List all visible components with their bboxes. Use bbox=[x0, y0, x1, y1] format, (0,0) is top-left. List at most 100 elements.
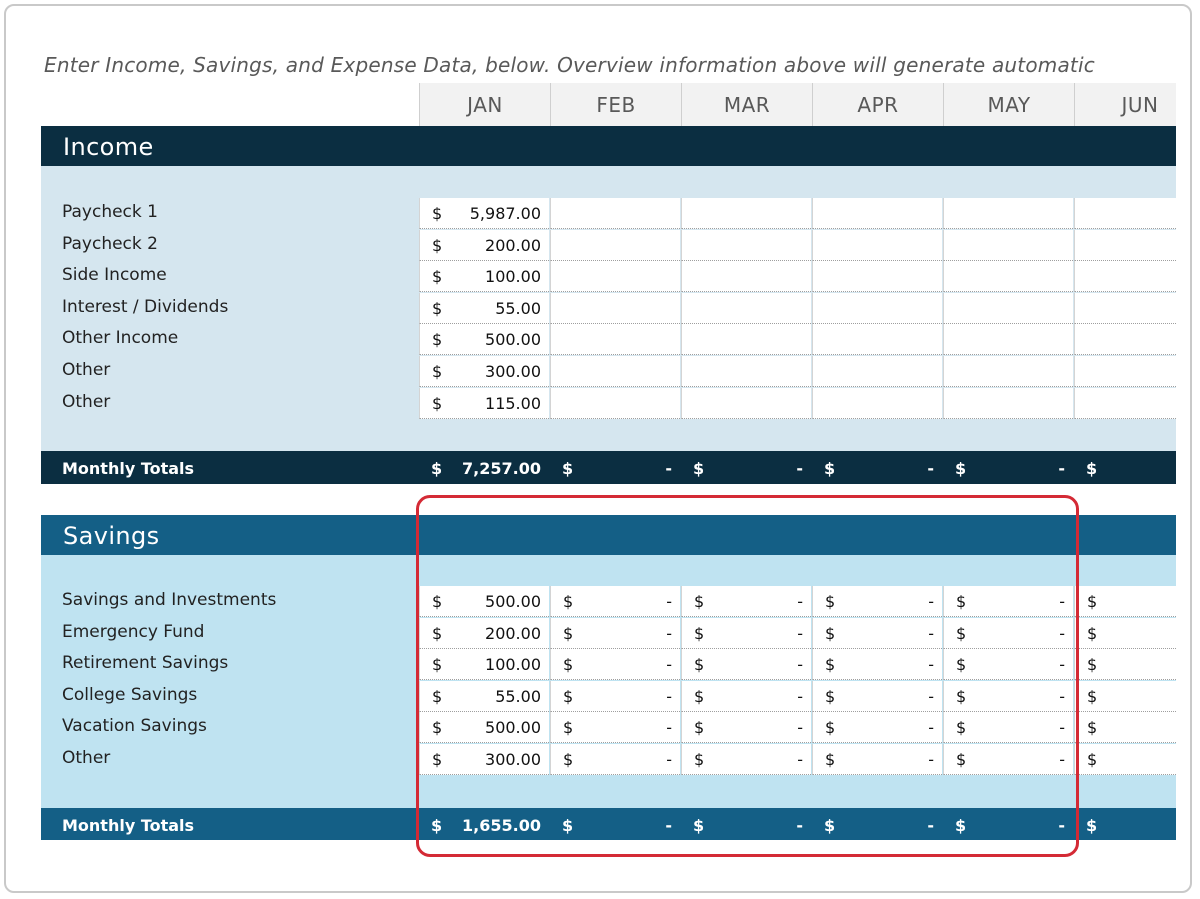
income-cell-jan[interactable]: $115.00 bbox=[419, 388, 549, 419]
income-cell-feb[interactable] bbox=[550, 261, 680, 292]
income-cell-may[interactable] bbox=[943, 230, 1073, 261]
savings-cell-feb[interactable]: $ - bbox=[550, 586, 680, 617]
income-cell-jun[interactable] bbox=[1074, 261, 1176, 292]
savings-cell-may[interactable]: $ - bbox=[943, 744, 1073, 775]
income-cell-jun[interactable] bbox=[1074, 324, 1176, 355]
income-cell-jun[interactable] bbox=[1074, 293, 1176, 324]
total-amount: - bbox=[665, 459, 672, 478]
cell-amount: 5,987.00 bbox=[469, 204, 541, 223]
income-cell-apr[interactable] bbox=[812, 388, 942, 419]
income-cell-apr[interactable] bbox=[812, 261, 942, 292]
income-totals-label: Monthly Totals bbox=[62, 459, 195, 478]
savings-header-band bbox=[41, 515, 1176, 555]
savings-cell-jan[interactable]: $300.00 bbox=[419, 744, 549, 775]
savings-cell-feb[interactable]: $ - bbox=[550, 712, 680, 743]
income-cell-apr[interactable] bbox=[812, 293, 942, 324]
savings-cell-mar[interactable]: $ - bbox=[681, 618, 811, 649]
income-cell-feb[interactable] bbox=[550, 324, 680, 355]
income-cell-jun[interactable] bbox=[1074, 388, 1176, 419]
savings-cell-apr[interactable]: $ - bbox=[812, 681, 942, 712]
savings-cell-jan[interactable]: $500.00 bbox=[419, 586, 549, 617]
savings-cell-jun[interactable]: $- bbox=[1074, 618, 1176, 649]
currency-symbol: $ bbox=[563, 687, 574, 706]
savings-cell-jan[interactable]: $200.00 bbox=[419, 618, 549, 649]
income-cell-apr[interactable] bbox=[812, 198, 942, 229]
income-cell-mar[interactable] bbox=[681, 261, 811, 292]
income-cell-jun[interactable] bbox=[1074, 356, 1176, 387]
income-total-jun: $- bbox=[1074, 452, 1176, 484]
savings-cell-jun[interactable]: $- bbox=[1074, 649, 1176, 680]
savings-cell-mar[interactable]: $ - bbox=[681, 744, 811, 775]
savings-cell-may[interactable]: $ - bbox=[943, 586, 1073, 617]
currency-symbol: $ bbox=[825, 687, 836, 706]
income-cell-may[interactable] bbox=[943, 198, 1073, 229]
income-cell-feb[interactable] bbox=[550, 198, 680, 229]
savings-cell-jan[interactable]: $500.00 bbox=[419, 712, 549, 743]
savings-cell-jun[interactable]: $- bbox=[1074, 681, 1176, 712]
income-cell-mar[interactable] bbox=[681, 388, 811, 419]
income-cell-may[interactable] bbox=[943, 324, 1073, 355]
cell-amount: - bbox=[666, 592, 672, 611]
income-cell-jan[interactable]: $500.00 bbox=[419, 324, 549, 355]
income-cell-feb[interactable] bbox=[550, 356, 680, 387]
currency-symbol: $ bbox=[432, 330, 443, 349]
income-cell-jun[interactable] bbox=[1074, 198, 1176, 229]
savings-cell-mar[interactable]: $ - bbox=[681, 586, 811, 617]
savings-totals-band bbox=[41, 808, 1176, 840]
savings-cell-apr[interactable]: $ - bbox=[812, 586, 942, 617]
savings-cell-mar[interactable]: $ - bbox=[681, 712, 811, 743]
savings-cell-mar[interactable]: $ - bbox=[681, 681, 811, 712]
income-cell-apr[interactable] bbox=[812, 356, 942, 387]
savings-cell-may[interactable]: $ - bbox=[943, 618, 1073, 649]
currency-symbol: $ bbox=[1087, 687, 1098, 706]
income-cell-mar[interactable] bbox=[681, 293, 811, 324]
currency-symbol: $ bbox=[694, 687, 705, 706]
savings-cell-may[interactable]: $ - bbox=[943, 681, 1073, 712]
income-cell-may[interactable] bbox=[943, 261, 1073, 292]
savings-cell-jun[interactable]: $- bbox=[1074, 586, 1176, 617]
income-cell-feb[interactable] bbox=[550, 230, 680, 261]
income-cell-jan[interactable]: $300.00 bbox=[419, 356, 549, 387]
savings-cell-feb[interactable]: $ - bbox=[550, 649, 680, 680]
cell-amount: 55.00 bbox=[495, 687, 541, 706]
month-header-may: MAY bbox=[943, 83, 1074, 126]
income-cell-apr[interactable] bbox=[812, 230, 942, 261]
income-cell-jun[interactable] bbox=[1074, 230, 1176, 261]
income-cell-may[interactable] bbox=[943, 388, 1073, 419]
income-cell-jan[interactable]: $100.00 bbox=[419, 261, 549, 292]
income-cell-jan[interactable]: $5,987.00 bbox=[419, 198, 549, 229]
savings-cell-apr[interactable]: $ - bbox=[812, 649, 942, 680]
savings-cell-feb[interactable]: $ - bbox=[550, 744, 680, 775]
income-cell-mar[interactable] bbox=[681, 230, 811, 261]
income-header-band bbox=[41, 126, 1176, 166]
savings-cell-feb[interactable]: $ - bbox=[550, 618, 680, 649]
income-cell-mar[interactable] bbox=[681, 324, 811, 355]
savings-cell-may[interactable]: $ - bbox=[943, 712, 1073, 743]
income-cell-feb[interactable] bbox=[550, 388, 680, 419]
savings-cell-jun[interactable]: $- bbox=[1074, 744, 1176, 775]
savings-total-may: $ - bbox=[943, 809, 1073, 841]
income-cell-may[interactable] bbox=[943, 293, 1073, 324]
savings-row-label: College Savings bbox=[62, 685, 198, 705]
income-cell-jan[interactable]: $55.00 bbox=[419, 293, 549, 324]
income-cell-jan[interactable]: $200.00 bbox=[419, 230, 549, 261]
savings-cell-apr[interactable]: $ - bbox=[812, 744, 942, 775]
savings-cell-may[interactable]: $ - bbox=[943, 649, 1073, 680]
income-cell-may[interactable] bbox=[943, 356, 1073, 387]
total-amount: - bbox=[665, 816, 672, 835]
income-cell-apr[interactable] bbox=[812, 324, 942, 355]
income-cell-mar[interactable] bbox=[681, 198, 811, 229]
savings-cell-jan[interactable]: $55.00 bbox=[419, 681, 549, 712]
savings-cell-jan[interactable]: $100.00 bbox=[419, 649, 549, 680]
income-cell-mar[interactable] bbox=[681, 356, 811, 387]
savings-cell-feb[interactable]: $ - bbox=[550, 681, 680, 712]
savings-cell-apr[interactable]: $ - bbox=[812, 712, 942, 743]
cell-amount: - bbox=[1059, 655, 1065, 674]
cell-amount: - bbox=[666, 655, 672, 674]
currency-symbol: $ bbox=[432, 362, 443, 381]
income-cell-feb[interactable] bbox=[550, 293, 680, 324]
currency-symbol: $ bbox=[693, 459, 705, 478]
savings-cell-jun[interactable]: $- bbox=[1074, 712, 1176, 743]
savings-cell-mar[interactable]: $ - bbox=[681, 649, 811, 680]
savings-cell-apr[interactable]: $ - bbox=[812, 618, 942, 649]
